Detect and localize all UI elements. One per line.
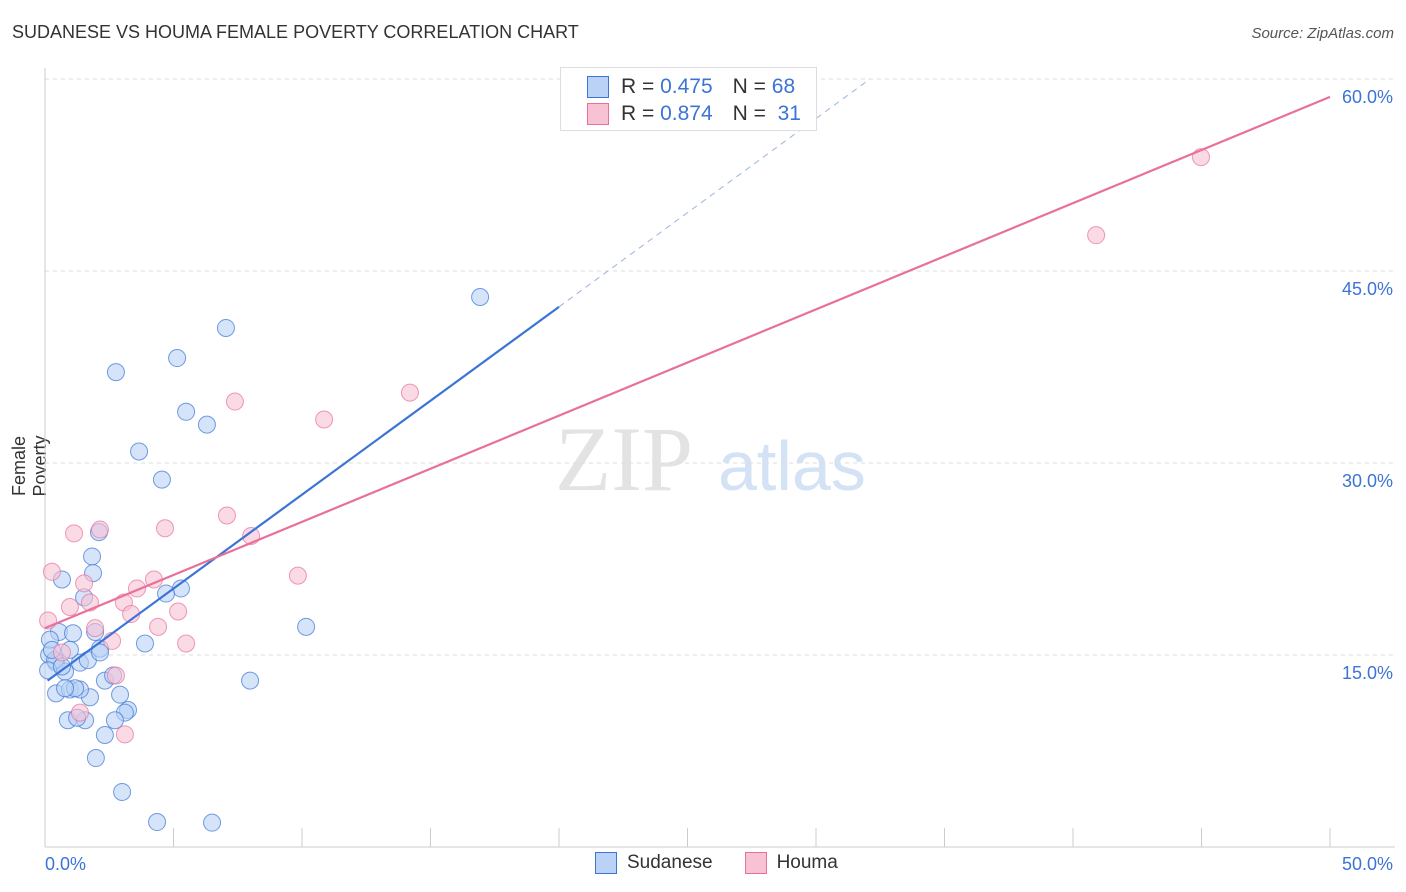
sudanese-point	[105, 711, 124, 730]
houma-point	[42, 562, 61, 581]
chart-source: Source: ZipAtlas.com	[1251, 25, 1394, 42]
sudanese-point	[177, 402, 196, 421]
houma-r: 0.874	[660, 102, 713, 125]
sudanese-legend-label: Sudanese	[627, 852, 713, 873]
houma-point	[400, 383, 419, 402]
sudanese-point	[95, 726, 114, 744]
sudanese-point	[106, 363, 125, 382]
sudanese-point	[203, 813, 222, 832]
houma-legend-swatch	[744, 852, 767, 874]
legend-row-houma: R = 0.874 N = 31	[587, 101, 801, 127]
houma-swatch	[587, 103, 609, 125]
houma-point	[217, 506, 236, 525]
houma-point	[177, 634, 196, 653]
houma-point	[1087, 226, 1106, 245]
sudanese-point	[297, 617, 316, 636]
houma-legend-label: Houma	[776, 852, 838, 873]
sudanese-point	[148, 813, 167, 832]
sudanese-point	[197, 415, 216, 434]
houma-point	[75, 574, 94, 593]
legend: R = 0.475 N = 68 R = 0.874 N = 31	[560, 67, 817, 131]
houma-point	[225, 392, 244, 411]
sudanese-point	[152, 470, 171, 489]
houma-point	[70, 703, 89, 722]
sudanese-point	[241, 671, 260, 690]
sudanese-legend-swatch	[595, 852, 617, 874]
sudanese-point	[216, 318, 235, 337]
sudanese-point	[113, 782, 132, 801]
legend-row-sudanese: R = 0.475 N = 68	[587, 74, 795, 100]
sudanese-trend-extension	[558, 78, 871, 308]
x-tick-label: 50.0%	[1342, 854, 1393, 874]
y-tick-label: 60.0%	[1342, 87, 1393, 107]
houma-point	[156, 519, 175, 538]
sudanese-point	[168, 349, 187, 368]
sudanese-point	[64, 624, 83, 643]
sudanese-point	[471, 287, 490, 306]
sudanese-point	[111, 685, 130, 704]
watermark-atlas: atlas	[718, 427, 866, 505]
chart-title: SUDANESE VS HOUMA FEMALE POVERTY CORRELA…	[12, 22, 579, 42]
watermark-zip: ZIP	[555, 408, 693, 510]
y-tick-label: 15.0%	[1342, 663, 1393, 683]
sudanese-point	[135, 634, 154, 653]
sudanese-point	[56, 679, 75, 698]
houma-point	[149, 617, 168, 636]
houma-point	[169, 602, 188, 621]
x-tick-label: 0.0%	[45, 854, 86, 874]
sudanese-point	[90, 643, 109, 662]
houma-point	[103, 631, 122, 650]
houma-point	[106, 666, 125, 685]
sudanese-point	[83, 547, 102, 566]
sudanese-trend-line	[46, 305, 560, 682]
bottom-legend: Sudanese Houma	[595, 852, 870, 874]
y-tick-label: 30.0%	[1342, 471, 1393, 491]
houma-point	[60, 598, 79, 616]
houma-point	[65, 524, 84, 543]
houma-point	[90, 520, 109, 539]
houma-point	[288, 566, 307, 585]
houma-point	[115, 725, 134, 744]
sudanese-swatch	[587, 76, 609, 98]
sudanese-point	[86, 749, 105, 768]
sudanese-n: 68	[771, 75, 796, 98]
houma-point	[52, 643, 71, 662]
houma-n: 31	[777, 102, 801, 125]
sudanese-point	[130, 442, 149, 461]
houma-trend-line	[44, 95, 1331, 630]
houma-point	[315, 410, 334, 429]
houma-point	[86, 619, 105, 638]
y-tick-label: 45.0%	[1342, 279, 1393, 299]
sudanese-r: 0.475	[660, 75, 713, 98]
